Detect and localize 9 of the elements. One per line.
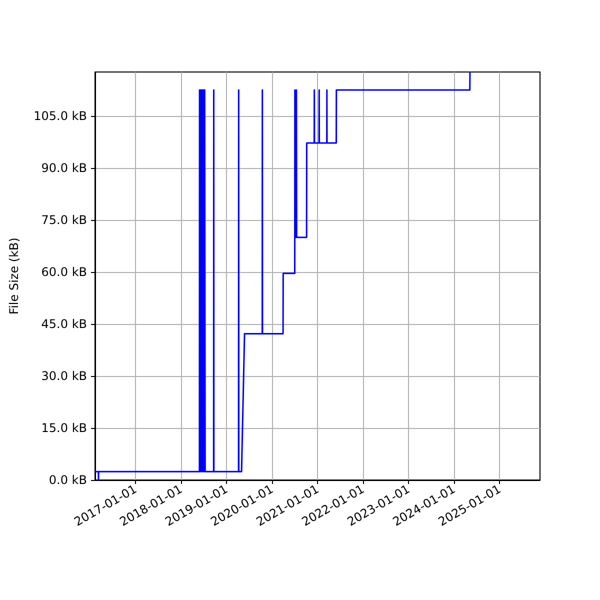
y-tick-label: 60.0 kB [41, 265, 87, 280]
y-axis-title: File Size (kB) [7, 238, 21, 314]
y-tick-label: 75.0 kB [41, 213, 87, 228]
y-tick-label: 45.0 kB [41, 317, 87, 332]
y-tick-label: 15.0 kB [41, 421, 87, 436]
y-tick-label: 105.0 kB [34, 109, 87, 124]
y-tick-label: 0.0 kB [48, 473, 87, 487]
y-tick-label: 90.0 kB [41, 161, 87, 176]
y-tick-label: 30.0 kB [41, 369, 87, 384]
